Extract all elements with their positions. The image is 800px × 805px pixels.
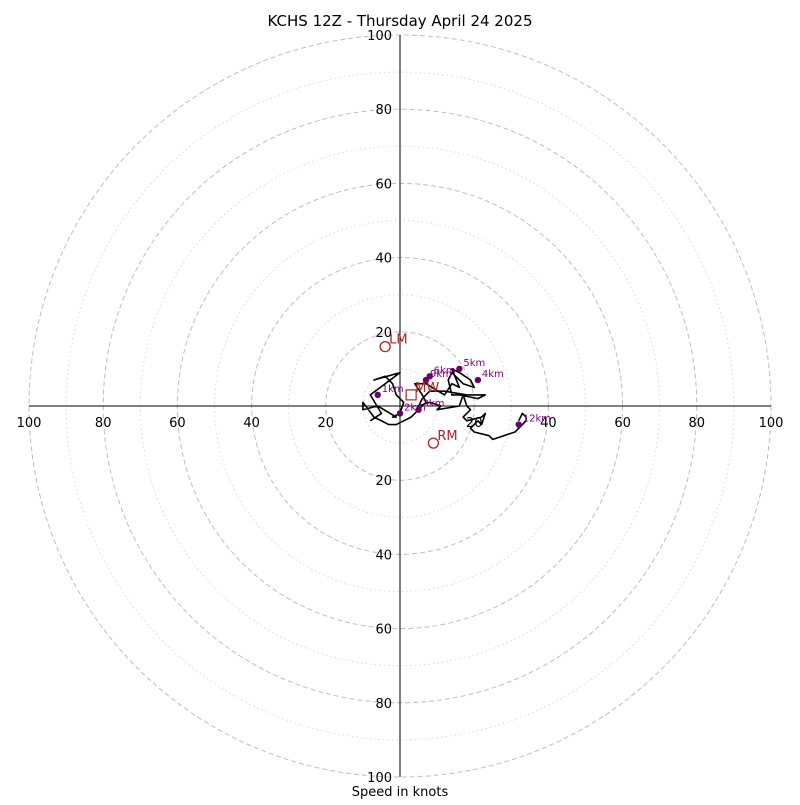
x-tick-label: 80 xyxy=(689,416,706,431)
y-tick-label: 60 xyxy=(375,177,392,192)
hodograph-trace-line xyxy=(362,368,527,441)
storm-motion-markers: LM MW RM xyxy=(379,333,458,449)
chart-title: KCHS 12Z - Thursday April 24 2025 xyxy=(268,12,533,30)
height-marker xyxy=(396,410,404,417)
x-tick-label: 60 xyxy=(169,416,186,431)
height-marker xyxy=(474,376,482,384)
height-label: 6km xyxy=(434,365,456,376)
x-tick-label: 80 xyxy=(95,416,112,431)
y-tick-label: 80 xyxy=(375,103,392,118)
height-label: 5km xyxy=(463,358,485,369)
y-tick-label: 60 xyxy=(375,623,392,638)
wind-trace xyxy=(362,368,527,441)
height-label: 12km xyxy=(523,414,551,425)
x-axis-label: Speed in knots xyxy=(352,785,449,800)
height-marker xyxy=(515,421,522,428)
height-label: 3km xyxy=(423,399,445,410)
tick-labels: 100 80 60 40 20 20 40 60 80 100204060801002040608… xyxy=(17,29,784,786)
y-tick-label: 100 xyxy=(367,29,392,44)
y-tick-label: 40 xyxy=(375,252,392,267)
x-tick-label: 100 xyxy=(759,416,784,431)
height-marker xyxy=(422,376,430,384)
height-marker xyxy=(415,406,422,413)
height-label: 1km xyxy=(382,384,404,395)
y-tick-label: 40 xyxy=(375,548,392,563)
height-marker xyxy=(374,391,381,399)
x-tick-label: 40 xyxy=(243,416,260,431)
height-label: 9km xyxy=(430,369,452,380)
x-tick-label: 40 xyxy=(540,416,557,431)
height-marker xyxy=(456,365,463,373)
storm-motion-label: LM xyxy=(389,333,407,348)
storm-motion-marker xyxy=(427,437,440,449)
y-tick-label: 20 xyxy=(375,326,392,341)
storm-motion-label: MW xyxy=(415,381,439,396)
axes xyxy=(29,35,771,777)
height-label: 2km xyxy=(404,402,426,413)
x-tick-label: 60 xyxy=(614,416,631,431)
y-tick-label: 80 xyxy=(375,697,392,712)
storm-motion-marker xyxy=(405,389,417,401)
storm-motion-label: RM xyxy=(437,429,457,444)
y-tick-label: 100 xyxy=(367,771,392,786)
storm-motion-marker xyxy=(379,340,391,353)
x-tick-label: 100 xyxy=(17,416,42,431)
y-tick-label: 20 xyxy=(375,474,392,489)
height-label: 4km xyxy=(482,369,504,380)
x-tick-label: 20 xyxy=(318,416,335,431)
